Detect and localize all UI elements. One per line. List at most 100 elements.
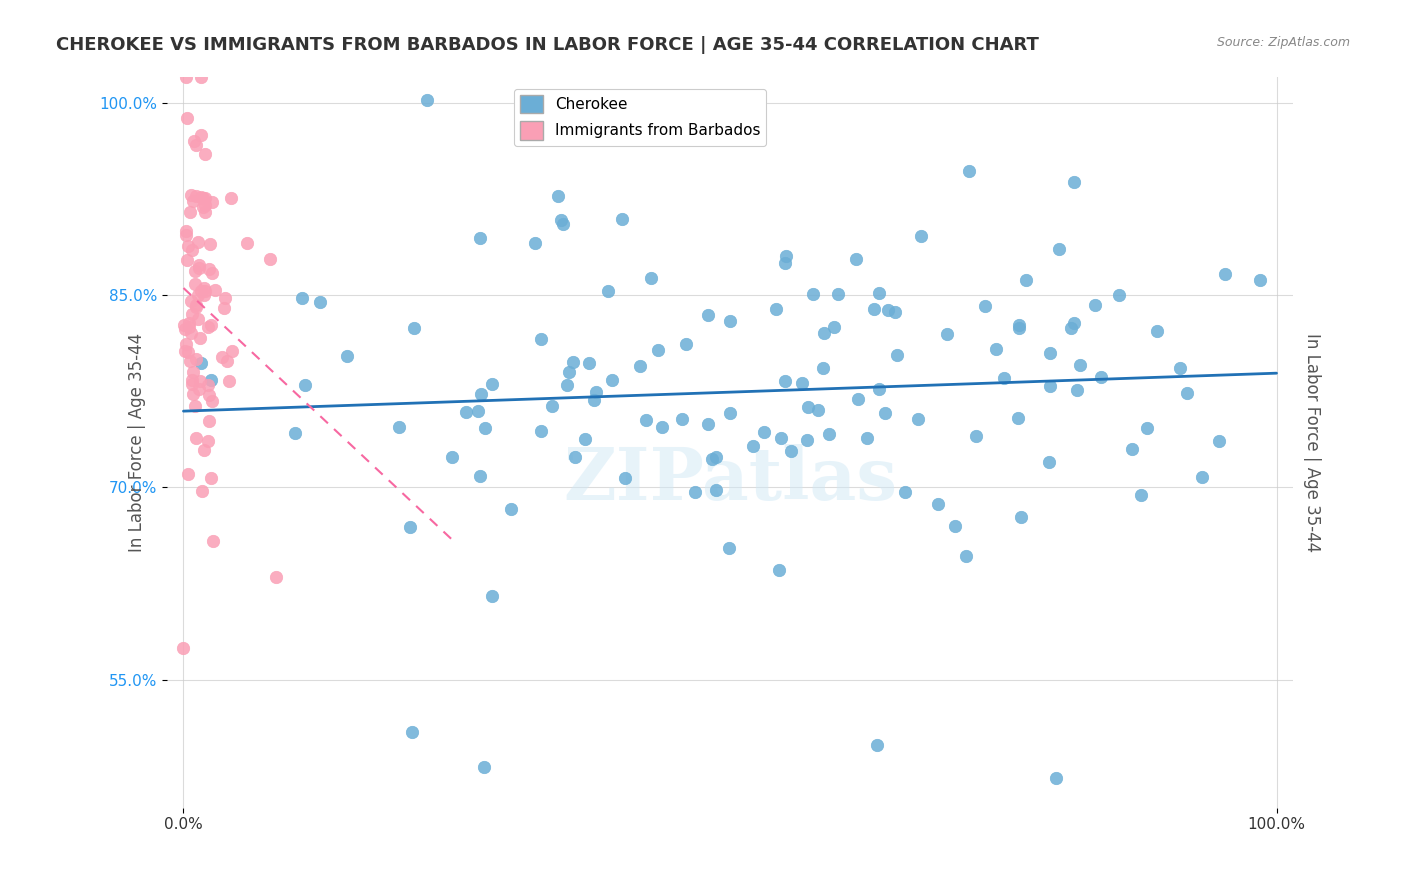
Text: ZIPatlas: ZIPatlas	[562, 443, 897, 515]
Point	[927, 497, 949, 511]
Point	[184, 277, 207, 291]
Point	[583, 392, 606, 407]
Point	[184, 137, 207, 152]
Point	[214, 291, 236, 305]
Legend: Cherokee, Immigrants from Barbados: Cherokee, Immigrants from Barbados	[513, 88, 766, 146]
Point	[173, 322, 195, 336]
Point	[194, 191, 217, 205]
Point	[866, 738, 889, 752]
Point	[177, 344, 200, 359]
Point	[388, 420, 411, 434]
Point	[1069, 358, 1091, 372]
Point	[1090, 370, 1112, 384]
Point	[600, 373, 623, 387]
Point	[294, 378, 316, 392]
Point	[768, 563, 790, 577]
Point	[856, 431, 879, 445]
Point	[883, 304, 905, 318]
Point	[180, 307, 202, 321]
Point	[1007, 411, 1029, 425]
Point	[191, 484, 214, 499]
Point	[683, 485, 706, 500]
Point	[578, 356, 600, 370]
Point	[176, 111, 198, 125]
Point	[886, 349, 908, 363]
Point	[844, 252, 866, 266]
Point	[177, 467, 200, 481]
Point	[671, 412, 693, 426]
Point	[290, 291, 312, 305]
Point	[827, 287, 849, 301]
Point	[191, 200, 214, 214]
Point	[1129, 488, 1152, 502]
Point	[943, 518, 966, 533]
Point	[180, 188, 202, 202]
Point	[1039, 379, 1062, 393]
Point	[472, 759, 495, 773]
Y-axis label: In Labor Force | Age 35-44: In Labor Force | Age 35-44	[1303, 333, 1320, 552]
Point	[190, 284, 212, 298]
Point	[524, 236, 547, 251]
Point	[647, 343, 669, 357]
Point	[984, 343, 1007, 357]
Point	[180, 373, 202, 387]
Point	[188, 374, 211, 388]
Point	[401, 724, 423, 739]
Point	[1066, 383, 1088, 397]
Point	[174, 224, 197, 238]
Point	[235, 236, 257, 251]
Point	[179, 320, 201, 334]
Point	[197, 378, 219, 392]
Point	[1010, 510, 1032, 524]
Point	[965, 428, 987, 442]
Text: R = 0.029   N = 129: R = 0.029 N = 129	[578, 89, 733, 103]
Point	[184, 300, 207, 314]
Point	[402, 321, 425, 335]
Point	[180, 326, 202, 341]
Point	[1063, 316, 1085, 330]
Point	[179, 205, 201, 219]
Point	[204, 284, 226, 298]
Point	[894, 485, 917, 500]
Point	[551, 217, 574, 231]
Point	[467, 404, 489, 418]
Point	[474, 421, 496, 435]
Point	[201, 195, 224, 210]
Point	[481, 376, 503, 391]
Point	[501, 502, 523, 516]
Point	[993, 371, 1015, 385]
Point	[200, 373, 222, 387]
Point	[181, 194, 204, 209]
Point	[780, 444, 803, 458]
Point	[704, 450, 727, 464]
Point	[585, 384, 607, 399]
Point	[197, 320, 219, 334]
Point	[1039, 345, 1062, 359]
Point	[1249, 273, 1271, 287]
Point	[562, 355, 585, 369]
Point	[773, 256, 796, 270]
Point	[811, 361, 834, 376]
Point	[219, 191, 242, 205]
Point	[628, 359, 651, 373]
Text: Source: ZipAtlas.com: Source: ZipAtlas.com	[1216, 36, 1350, 49]
Text: CHEROKEE VS IMMIGRANTS FROM BARBADOS IN LABOR FORCE | AGE 35-44 CORRELATION CHAR: CHEROKEE VS IMMIGRANTS FROM BARBADOS IN …	[56, 36, 1039, 54]
Point	[697, 417, 720, 432]
Point	[194, 205, 217, 219]
Point	[790, 376, 813, 390]
Point	[470, 387, 492, 401]
Point	[183, 134, 205, 148]
Point	[194, 198, 217, 212]
Point	[187, 312, 209, 326]
Point	[742, 439, 765, 453]
Point	[718, 541, 741, 556]
Point	[183, 263, 205, 277]
Point	[190, 128, 212, 142]
Point	[187, 260, 209, 275]
Point	[415, 93, 437, 107]
Point	[179, 354, 201, 368]
Point	[868, 382, 890, 396]
Point	[176, 238, 198, 252]
Point	[193, 288, 215, 302]
Point	[176, 252, 198, 267]
